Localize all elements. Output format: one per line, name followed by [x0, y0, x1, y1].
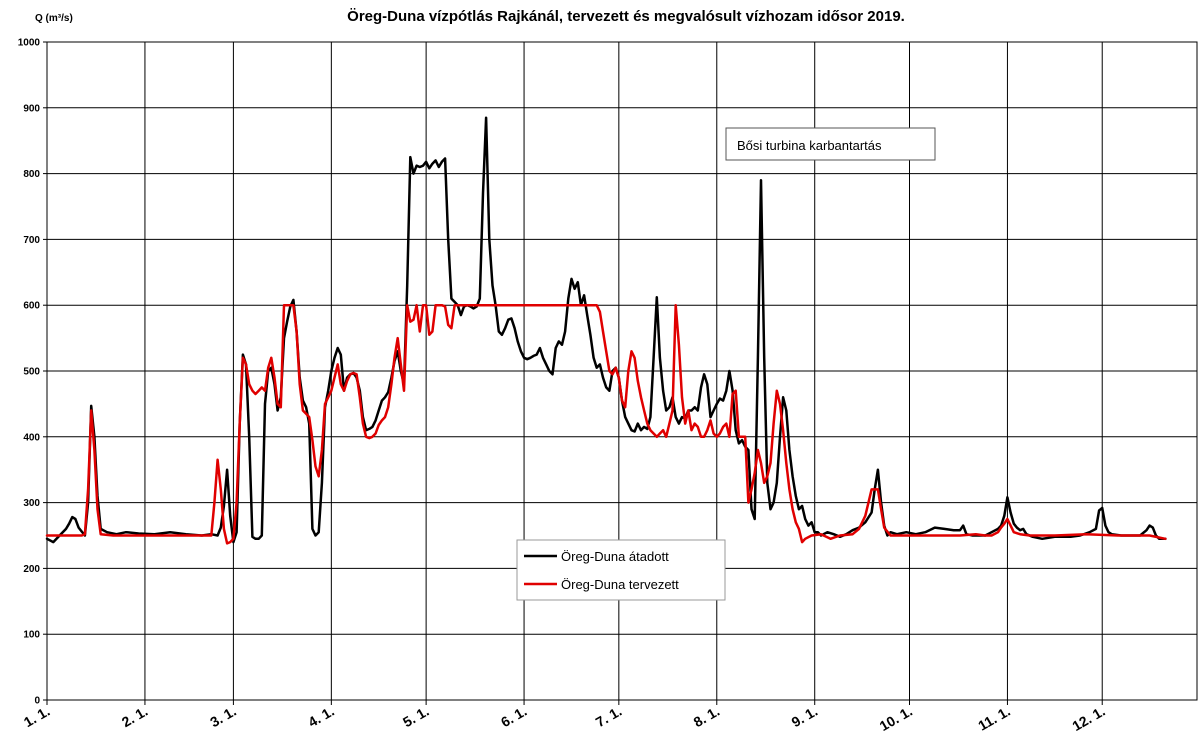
annotation-box	[725, 127, 936, 161]
y-tick-label: 800	[23, 169, 40, 180]
annotation: Bősi turbina karbantartás	[725, 127, 936, 161]
x-tick-label: 10. 1.	[877, 703, 915, 734]
gridlines	[47, 41, 1197, 701]
x-axis-ticks: 1. 1. 2. 1. 3. 1. 4. 1. 5. 1. 6. 1. 7. 1. 8. 1.…	[21, 700, 1108, 734]
x-tick-label: 9. 1.	[789, 703, 821, 730]
x-tick-label: 3. 1.	[207, 703, 239, 730]
x-tick-label: 8. 1.	[691, 703, 723, 730]
x-tick-label: 6. 1.	[498, 703, 530, 730]
series-line-atadott	[45, 116, 1167, 544]
x-tick-label: 12. 1.	[1069, 703, 1107, 734]
legend-label-tervezett: Öreg-Duna tervezett	[561, 577, 679, 592]
y-tick-label: 400	[23, 432, 40, 443]
x-tick-label: 11. 1.	[975, 703, 1013, 734]
chart-title: Öreg-Duna vízpótlás Rajkánál, tervezett …	[347, 8, 905, 25]
y-tick-label: 500	[23, 367, 40, 378]
legend-label-atadott: Öreg-Duna átadott	[561, 549, 669, 564]
y-tick-label: 900	[23, 103, 40, 114]
y-tick-label: 0	[34, 696, 40, 707]
annotation-text: Bősi turbina karbantartás	[737, 138, 882, 153]
y-tick-label: 300	[23, 498, 40, 509]
y-tick-label: 1000	[18, 38, 41, 49]
y-axis-label: Q (m³/s)	[35, 13, 73, 24]
series-line-tervezett	[45, 303, 1167, 545]
x-tick-label: 7. 1.	[593, 703, 625, 730]
x-tick-label: 4. 1.	[305, 703, 337, 730]
series-lines	[45, 116, 1167, 545]
y-tick-label: 700	[23, 235, 40, 246]
legend-box	[516, 539, 726, 601]
legend: Öreg-Duna átadott Öreg-Duna tervezett	[516, 539, 726, 601]
y-tick-label: 600	[23, 301, 40, 312]
y-axis-ticks: 0 100 200 300 400 500 600 700 800 900 1000	[18, 38, 47, 707]
x-tick-label: 1. 1.	[21, 703, 53, 730]
y-tick-label: 100	[23, 630, 40, 641]
x-tick-label: 5. 1.	[400, 703, 432, 730]
y-tick-label: 200	[23, 564, 40, 575]
x-tick-label: 2. 1.	[119, 703, 151, 730]
